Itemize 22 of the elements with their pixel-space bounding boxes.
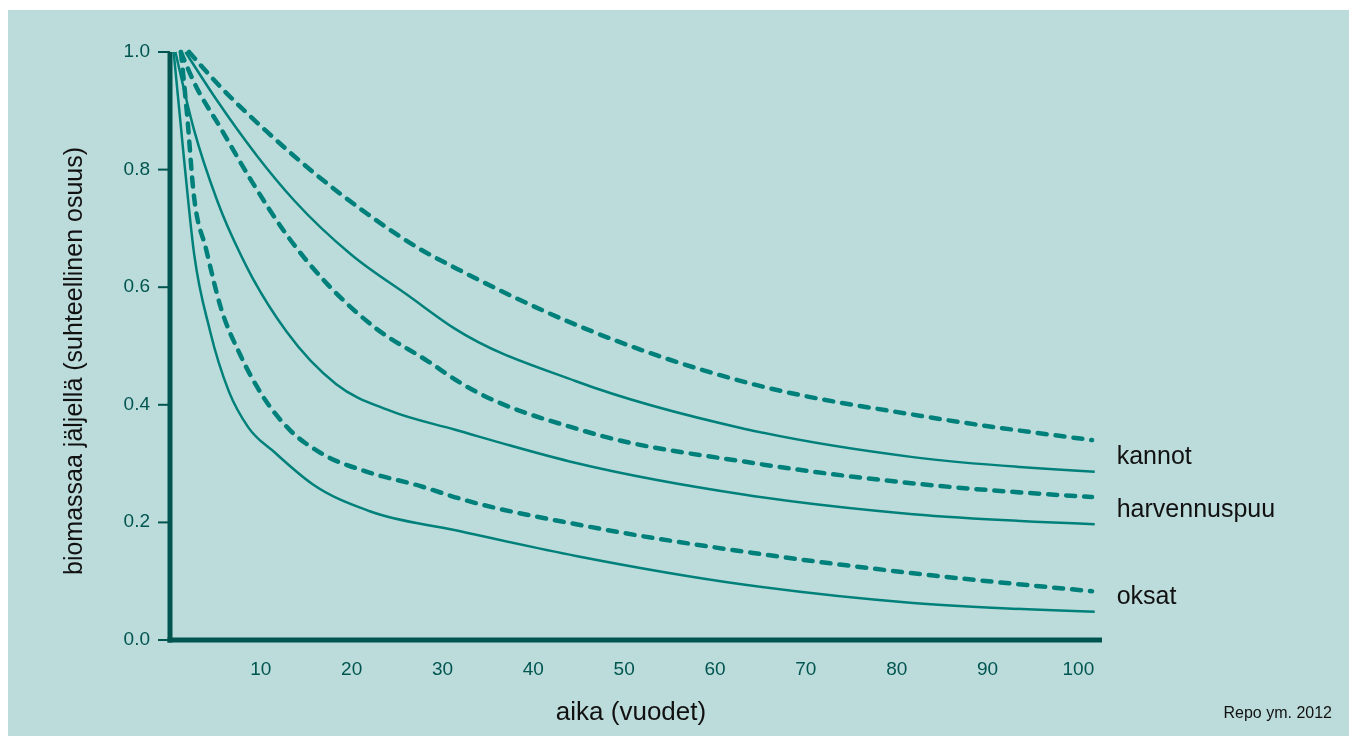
x-tick-label: 70 (795, 658, 817, 679)
series-label: harvennuspuu (1116, 493, 1276, 522)
series-label: oksat (1116, 581, 1177, 610)
y-tick-label: 0.6 (123, 275, 150, 297)
y-tick-label: 0.2 (123, 510, 150, 532)
x-tick-label: 30 (431, 658, 454, 679)
x-tick-label: 10 (250, 658, 272, 679)
y-tick-label: 0.0 (123, 628, 150, 650)
y-tick-label: 0.4 (123, 392, 151, 414)
x-tick-label: 90 (976, 658, 999, 679)
text: Repo ym. 2012 (1223, 704, 1333, 721)
x-tick-label: 80 (886, 658, 908, 679)
series-label: kannot (1116, 441, 1192, 470)
y-tick-label: 1.0 (123, 40, 150, 62)
x-axis-title: aika (vuodet) (555, 696, 707, 726)
y-tick-label: 0.8 (123, 157, 150, 179)
x-tick-label: 40 (522, 658, 544, 679)
x-tick-label: 100 (1062, 658, 1095, 679)
x-tick-label: 20 (341, 658, 363, 679)
x-tick-label: 50 (613, 658, 635, 679)
y-axis-title: biomassaa jäljellä (suhteellinen osuus) (59, 146, 87, 576)
x-tick-label: 60 (704, 658, 726, 679)
